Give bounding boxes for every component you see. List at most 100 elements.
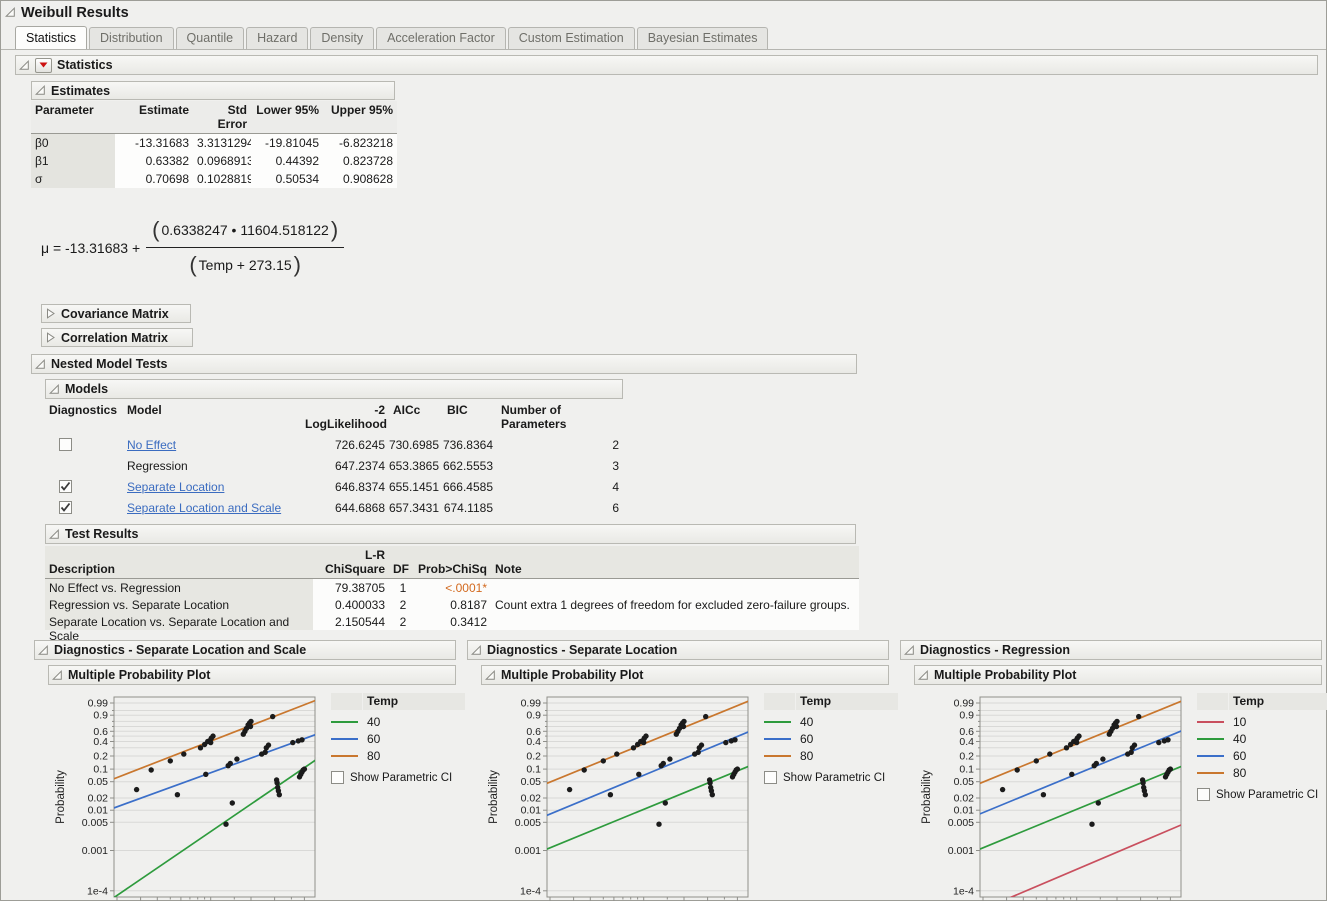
statistics-outline-header[interactable]: Statistics: [15, 55, 1318, 75]
header-line: L-R: [365, 548, 385, 562]
show-parametric-ci-checkbox[interactable]: [764, 771, 777, 784]
svg-text:0.2: 0.2: [959, 751, 974, 763]
fit-line-temp-10: [1009, 824, 1181, 897]
disclosure-open-icon[interactable]: [35, 358, 46, 370]
svg-text:0.05: 0.05: [954, 776, 975, 788]
tab-statistics[interactable]: Statistics: [15, 26, 88, 49]
legend-label: 40: [800, 714, 814, 729]
tab-custom-estimation[interactable]: Custom Estimation: [507, 27, 635, 49]
legend-item-temp-60[interactable]: 60: [764, 730, 898, 747]
correlation-matrix-header[interactable]: Correlation Matrix: [41, 328, 193, 347]
value-cell: -6.823218: [323, 134, 397, 152]
panel-separate-location: Diagnostics - Separate Location Multiple…: [467, 640, 900, 901]
chisquare-cell: 79.38705: [313, 579, 389, 596]
legend-item-temp-10[interactable]: 10: [1197, 713, 1327, 730]
disclosure-open-icon[interactable]: [918, 669, 929, 681]
value-cell: 0.823728: [323, 152, 397, 170]
model-link-separate-location-and-scale[interactable]: Separate Location and Scale: [127, 500, 282, 515]
svg-text:0.4: 0.4: [93, 736, 108, 748]
tab-acceleration-factor[interactable]: Acceleration Factor: [376, 27, 506, 49]
diagnostics-checkbox[interactable]: [59, 438, 72, 451]
show-parametric-ci-checkbox[interactable]: [331, 771, 344, 784]
legend-item-temp-40[interactable]: 40: [1197, 730, 1327, 747]
diagnostics-cell: [45, 476, 123, 497]
chisquare-cell: 2.150544: [313, 613, 389, 630]
disclosure-open-icon[interactable]: [904, 644, 915, 656]
df-cell: 1: [389, 579, 417, 596]
svg-text:0.6: 0.6: [959, 726, 974, 738]
probability-plot: 0.99 0.9 0.6 0.4 0.2 0.1 0.05 0.02 0.01 0.005 0.00…: [467, 687, 900, 901]
disclosure-open-icon[interactable]: [52, 669, 63, 681]
disclosure-open-icon[interactable]: [38, 644, 49, 656]
column-header: Model: [127, 403, 162, 417]
probability-plot-header[interactable]: Multiple Probability Plot: [481, 665, 889, 685]
probability-plot-header[interactable]: Multiple Probability Plot: [48, 665, 456, 685]
model-link-no-effect[interactable]: No Effect: [127, 437, 177, 452]
tab-distribution[interactable]: Distribution: [89, 27, 174, 49]
models-outline-header[interactable]: Models: [45, 379, 623, 399]
legend-item-temp-60[interactable]: 60: [331, 730, 465, 747]
tab-density[interactable]: Density: [310, 27, 375, 49]
nested-model-tests-header[interactable]: Nested Model Tests: [31, 354, 857, 374]
legend-label: 80: [367, 748, 381, 763]
show-parametric-ci-checkbox[interactable]: [1197, 788, 1210, 801]
svg-text:0.01: 0.01: [521, 805, 542, 817]
tab-quantile[interactable]: Quantile: [175, 27, 245, 49]
prob-cell: 0.8187: [417, 596, 491, 613]
legend-header: Temp: [331, 693, 465, 710]
value-cell: 0.908628: [323, 170, 397, 188]
disclosure-open-icon[interactable]: [471, 644, 482, 656]
note-cell: [491, 579, 859, 596]
model-cell: Regression: [123, 455, 301, 476]
description-cell: No Effect vs. Regression: [45, 579, 313, 596]
estimates-outline-header[interactable]: Estimates: [31, 81, 395, 100]
disclosure-open-icon[interactable]: [5, 7, 16, 18]
disclosure-open-icon[interactable]: [485, 669, 496, 681]
probability-plot-svg: 0.990.9 0.60.4 0.20.10.05 0.020.010.005 0.00…: [488, 696, 749, 901]
value-cell: 0.1028819: [193, 170, 254, 188]
probability-plot-header[interactable]: Multiple Probability Plot: [914, 665, 1322, 685]
model-link-separate-location[interactable]: Separate Location: [127, 479, 225, 494]
paren-open: (: [152, 216, 160, 242]
tab-divider: [1, 49, 1326, 50]
note-cell: Count extra 1 degrees of freedom for exc…: [491, 596, 859, 613]
diagnostics-header[interactable]: Diagnostics - Separate Location: [467, 640, 889, 660]
svg-text:1e-4: 1e-4: [953, 885, 974, 897]
diagnostics-header[interactable]: Diagnostics - Regression: [900, 640, 1322, 660]
tab-bayesian-estimates[interactable]: Bayesian Estimates: [636, 27, 769, 49]
disclosure-open-icon[interactable]: [49, 383, 60, 395]
diagnostics-header[interactable]: Diagnostics - Separate Location and Scal…: [34, 640, 456, 660]
disclosure-open-icon[interactable]: [49, 528, 60, 540]
diagnostics-checkbox[interactable]: [59, 480, 72, 493]
value-cell: 653.3865: [388, 458, 439, 473]
fit-line-temp-40: [980, 765, 1181, 850]
legend-label: 60: [1233, 748, 1247, 763]
legend-item-temp-80[interactable]: 80: [1197, 764, 1327, 781]
checkmark-icon: [60, 502, 71, 512]
disclosure-closed-icon[interactable]: [45, 308, 56, 319]
checkbox-label: Show Parametric CI: [783, 771, 886, 784]
fit-line-temp-60: [114, 733, 315, 809]
diagnostics-checkbox[interactable]: [59, 501, 72, 514]
column-header: -2 LogLikelihood: [305, 403, 387, 431]
test-results-header[interactable]: Test Results: [45, 524, 856, 544]
legend-swatch-column: [331, 693, 363, 710]
formula-numerator: 0.6338247 • 11604.518122: [161, 221, 329, 238]
covariance-matrix-header[interactable]: Covariance Matrix: [41, 304, 191, 323]
disclosure-open-icon[interactable]: [19, 59, 30, 71]
tab-hazard[interactable]: Hazard: [246, 27, 309, 49]
section-title: Correlation Matrix: [61, 330, 168, 345]
legend-item-temp-60[interactable]: 60: [1197, 747, 1327, 764]
column-header: AICc: [393, 403, 421, 417]
legend-header: Temp: [1197, 693, 1327, 710]
disclosure-open-icon[interactable]: [35, 85, 46, 96]
legend-item-temp-80[interactable]: 80: [331, 747, 465, 764]
value-cell: 662.5553: [442, 458, 493, 473]
legend-item-temp-40[interactable]: 40: [331, 713, 465, 730]
svg-text:1e-4: 1e-4: [87, 885, 108, 897]
legend-item-temp-80[interactable]: 80: [764, 747, 898, 764]
legend-item-temp-40[interactable]: 40: [764, 713, 898, 730]
red-triangle-menu-button[interactable]: [35, 57, 52, 73]
disclosure-closed-icon[interactable]: [45, 332, 56, 343]
